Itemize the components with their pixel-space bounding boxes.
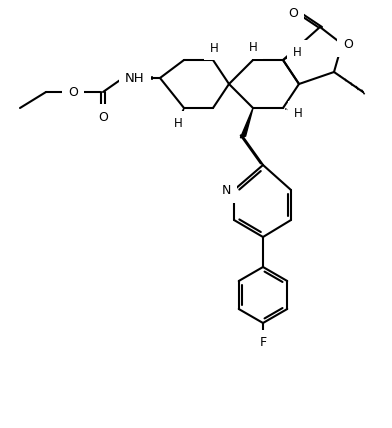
- Text: F: F: [260, 336, 267, 350]
- Text: H: H: [210, 42, 218, 54]
- Polygon shape: [240, 108, 253, 138]
- Text: H: H: [294, 107, 302, 119]
- Text: O: O: [343, 38, 353, 51]
- Text: O: O: [68, 86, 78, 98]
- Text: NH: NH: [125, 71, 145, 84]
- Text: N: N: [221, 184, 230, 196]
- Text: H: H: [174, 116, 182, 130]
- Polygon shape: [176, 108, 184, 124]
- Text: H: H: [249, 41, 258, 54]
- Text: O: O: [288, 6, 298, 20]
- Text: O: O: [98, 110, 108, 124]
- Text: H: H: [292, 45, 301, 59]
- Polygon shape: [283, 50, 297, 60]
- Polygon shape: [251, 47, 255, 60]
